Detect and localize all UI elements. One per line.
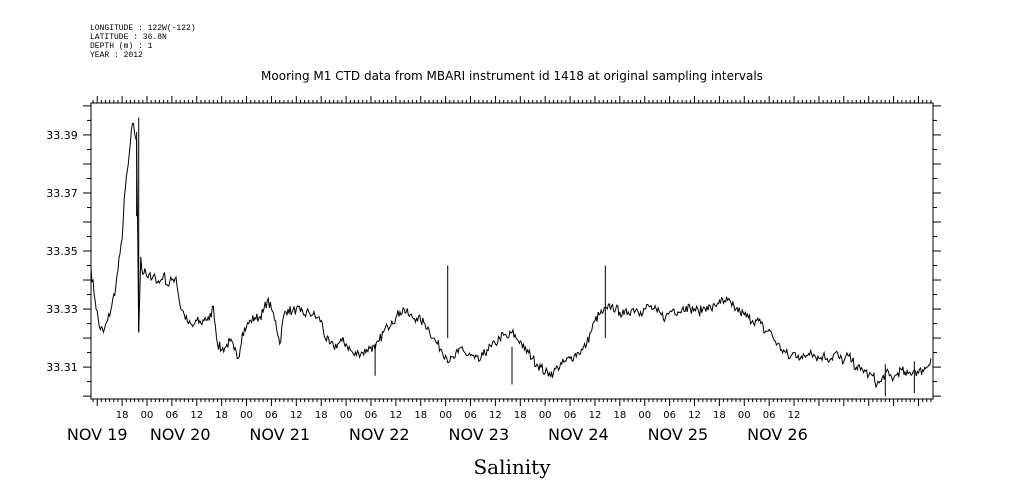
y-tick-label: 33.33 xyxy=(46,303,78,316)
x-hour-label: 06 xyxy=(166,410,179,421)
y-tick-label: 33.31 xyxy=(46,361,78,374)
x-day-label: NOV 26 xyxy=(747,425,808,444)
header-latitude: LATITUDE : 36.8N xyxy=(90,33,167,42)
x-hour-label: 18 xyxy=(613,410,626,421)
x-hour-label: 06 xyxy=(365,410,378,421)
x-hour-label: 00 xyxy=(240,410,253,421)
x-hour-label: 00 xyxy=(340,410,353,421)
y-tick-label: 33.35 xyxy=(46,245,78,258)
x-day-label: NOV 22 xyxy=(349,425,410,444)
x-hour-label: 12 xyxy=(489,410,502,421)
chart-title: Mooring M1 CTD data from MBARI instrumen… xyxy=(261,69,763,83)
x-day-label: NOV 21 xyxy=(249,425,310,444)
x-day-label: NOV 24 xyxy=(548,425,609,444)
x-hour-label: 18 xyxy=(116,410,129,421)
header-year: YEAR : 2012 xyxy=(90,51,143,60)
axis-ticks xyxy=(83,96,941,406)
x-hour-label: 18 xyxy=(514,410,527,421)
x-hour-label: 18 xyxy=(713,410,726,421)
x-hour-label: 18 xyxy=(414,410,427,421)
salinity-series-line xyxy=(90,122,932,389)
x-hour-label: 00 xyxy=(539,410,552,421)
x-day-labels: NOV 19 NOV 20 NOV 21 NOV 22 NOV 23 NOV 24 NOV … xyxy=(67,425,808,444)
x-hour-labels: 18 00 06 12 18 00 06 12 18 00 06 12 18 00 06 12 18 00 06 12… xyxy=(116,410,801,421)
x-hour-label: 00 xyxy=(738,410,751,421)
header-depth: DEPTH (m) : 1 xyxy=(90,42,153,51)
x-day-label: NOV 19 xyxy=(67,425,128,444)
x-hour-label: 12 xyxy=(788,410,801,421)
y-tick-label: 33.37 xyxy=(46,187,78,200)
y-tick-labels: 33.31 33.33 33.35 33.37 33.39 xyxy=(46,129,78,374)
x-hour-label: 00 xyxy=(638,410,651,421)
x-hour-label: 12 xyxy=(589,410,602,421)
x-hour-label: 12 xyxy=(290,410,303,421)
x-hour-label: 18 xyxy=(215,410,228,421)
x-hour-label: 06 xyxy=(464,410,477,421)
y-tick-label: 33.39 xyxy=(46,129,78,142)
x-hour-label: 00 xyxy=(439,410,452,421)
x-hour-label: 06 xyxy=(763,410,776,421)
x-axis-label: Salinity xyxy=(473,455,551,479)
x-hour-label: 06 xyxy=(564,410,577,421)
header-info: LONGITUDE : 122W(-122) LATITUDE : 36.8N … xyxy=(90,24,196,60)
x-day-label: NOV 20 xyxy=(150,425,211,444)
x-day-label: NOV 23 xyxy=(448,425,509,444)
x-hour-label: 18 xyxy=(315,410,328,421)
x-hour-label: 06 xyxy=(663,410,676,421)
x-hour-label: 12 xyxy=(190,410,203,421)
header-longitude: LONGITUDE : 122W(-122) xyxy=(90,24,196,33)
x-hour-label: 12 xyxy=(688,410,701,421)
x-hour-label: 06 xyxy=(265,410,278,421)
x-hour-label: 00 xyxy=(141,410,154,421)
salinity-spikes xyxy=(136,117,915,397)
x-hour-label: 12 xyxy=(389,410,402,421)
x-day-label: NOV 25 xyxy=(648,425,709,444)
